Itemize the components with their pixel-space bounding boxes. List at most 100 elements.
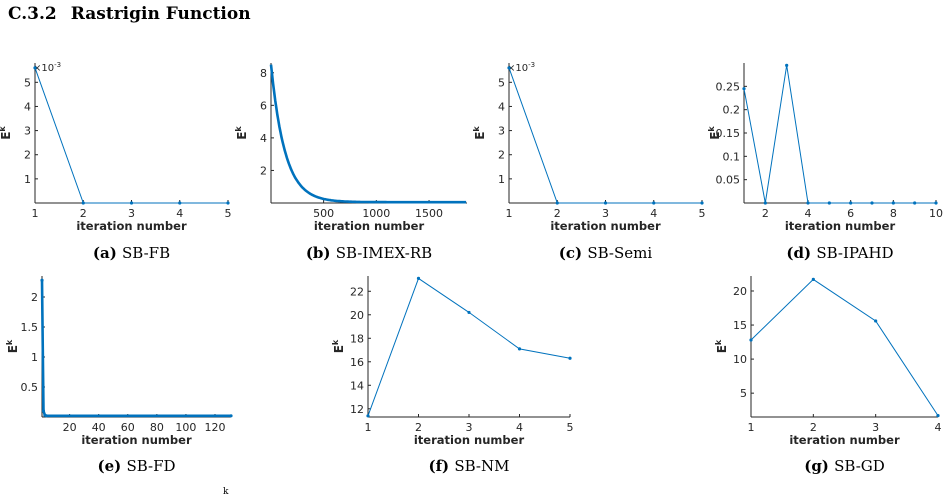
x-axis-label: iteration number xyxy=(785,219,896,233)
data-point xyxy=(467,310,471,315)
data-point xyxy=(129,201,134,205)
x-tick-label: 4 xyxy=(650,207,657,220)
y-tick-label: 1 xyxy=(31,351,38,364)
y-tick-label: 12 xyxy=(350,403,364,416)
data-point xyxy=(568,356,572,360)
axis-exponent-label: ×10-3 xyxy=(507,61,535,74)
y-tick-label: 5 xyxy=(740,387,747,400)
data-point xyxy=(874,319,878,323)
x-tick-label: 1 xyxy=(748,421,755,434)
x-tick-label: 1000 xyxy=(362,207,390,220)
data-point xyxy=(366,414,370,418)
data-point xyxy=(749,338,753,342)
y-tick-label: 2 xyxy=(24,149,31,162)
x-tick-label: 5 xyxy=(567,421,574,434)
y-tick-label: 1 xyxy=(24,173,31,186)
section-number: C.3.2 xyxy=(8,4,57,24)
x-tick-label: 80 xyxy=(150,421,164,434)
x-tick-label: 4 xyxy=(176,207,183,220)
y-tick-label: 18 xyxy=(350,332,364,345)
y-axis-label: Ek xyxy=(5,339,20,353)
x-tick-label: 100 xyxy=(175,421,196,434)
x-tick-label: 1500 xyxy=(415,207,443,220)
x-tick-label: 4 xyxy=(516,421,523,434)
x-tick-label: 3 xyxy=(872,421,879,434)
y-tick-label: 0.2 xyxy=(723,104,741,117)
data-point xyxy=(555,201,559,205)
series-line xyxy=(508,67,702,204)
y-tick-label: 3 xyxy=(24,125,31,138)
y-tick-label: 0.25 xyxy=(716,80,741,93)
data-point xyxy=(507,66,511,70)
x-axis-label: iteration number xyxy=(76,219,187,233)
data-point xyxy=(742,87,746,91)
x-axis-label: iteration number xyxy=(550,219,661,233)
panel-caption: (f) SB-NM xyxy=(428,457,509,475)
x-tick-label: 40 xyxy=(92,421,106,434)
panel-e: 20 40 60 80 100 120 0.5 1 1.5 2 iteration number Ek… xyxy=(5,276,233,475)
axis-exponent-label: ×10-3 xyxy=(33,61,61,74)
panel-caption: (d) SB-IPAHD xyxy=(786,244,893,262)
panel-g: 1 2 3 4 5 10 15 20 iteration number Ek (g) SB-GD xyxy=(714,276,942,475)
x-axis-label: iteration number xyxy=(414,433,525,447)
y-tick-label: 6 xyxy=(260,99,267,112)
y-tick-label: 5 xyxy=(24,76,31,89)
panel-caption: (g) SB-GD xyxy=(804,457,885,475)
x-tick-label: 500 xyxy=(313,207,334,220)
data-point xyxy=(178,201,182,205)
section-title: Rastrigin Function xyxy=(70,4,251,24)
x-tick-label: 5 xyxy=(225,207,232,220)
data-point xyxy=(416,276,421,280)
y-tick-label: 1 xyxy=(498,173,505,186)
data-point xyxy=(827,201,831,205)
x-axis-label: iteration number xyxy=(789,433,900,447)
x-tick-label: 2 xyxy=(415,421,422,434)
y-tick-label: 22 xyxy=(350,285,364,298)
data-point xyxy=(849,201,853,205)
series-line xyxy=(743,65,936,204)
data-point xyxy=(700,201,704,205)
y-axis-label: Ek xyxy=(0,126,13,140)
x-tick-label: 3 xyxy=(128,207,135,220)
y-tick-label: 20 xyxy=(350,309,364,322)
footnote-mark: k xyxy=(223,487,229,497)
y-axis-label: Ek xyxy=(707,126,722,140)
data-point xyxy=(44,414,48,418)
panel-b: 500 1000 1500 2 4 6 8 iteration number Ek (b) SB-… xyxy=(234,63,467,262)
x-tick-label: 2 xyxy=(810,421,817,434)
x-tick-label: 3 xyxy=(466,421,473,434)
x-tick-label: 1 xyxy=(506,207,513,220)
y-tick-label: 2 xyxy=(498,149,505,162)
data-point xyxy=(81,201,85,205)
y-tick-label: 15 xyxy=(733,319,747,332)
series-line xyxy=(269,64,467,204)
y-tick-label: 10 xyxy=(733,353,747,366)
y-axis-label: Ek xyxy=(331,339,346,353)
data-point xyxy=(41,409,46,413)
data-point xyxy=(806,201,810,205)
data-point xyxy=(891,201,895,205)
y-tick-label: 20 xyxy=(733,285,747,298)
x-tick-label: 8 xyxy=(890,207,897,220)
data-point xyxy=(226,201,230,205)
y-tick-label: 0.5 xyxy=(21,381,39,394)
y-tick-label: 14 xyxy=(350,379,364,392)
data-point xyxy=(785,63,789,67)
x-tick-label: 5 xyxy=(699,207,706,220)
panel-caption: (c) SB-Semi xyxy=(559,244,653,262)
data-point xyxy=(603,201,608,205)
x-tick-label: 4 xyxy=(935,421,942,434)
panel-caption: (a) SB-FB xyxy=(93,244,170,262)
y-axis-label: Ek xyxy=(714,339,729,353)
x-tick-label: 1 xyxy=(32,207,39,220)
data-point xyxy=(652,201,656,205)
y-tick-label: 0.15 xyxy=(716,127,741,140)
panel-caption: (b) SB-IMEX-RB xyxy=(306,244,432,262)
y-tick-label: 2 xyxy=(260,164,267,177)
y-tick-label: 3 xyxy=(498,125,505,138)
x-tick-label: 60 xyxy=(121,421,135,434)
y-tick-label: 1.5 xyxy=(21,321,39,334)
